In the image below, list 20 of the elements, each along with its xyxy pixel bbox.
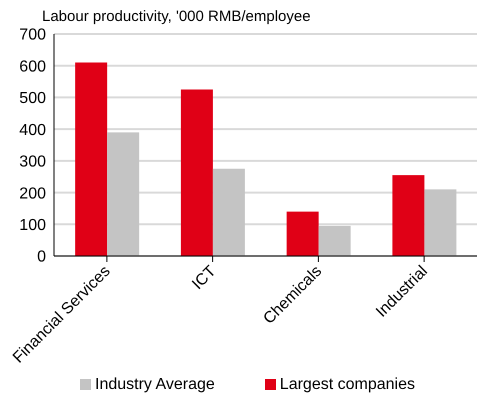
y-tick-label: 100 <box>19 216 46 234</box>
y-tick-label: 400 <box>19 122 46 139</box>
x-tick-label: ICT <box>189 262 220 294</box>
legend-label: Industry Average <box>95 376 215 393</box>
y-tick-label: 0 <box>37 248 46 266</box>
bar <box>286 212 319 256</box>
bar <box>424 189 456 256</box>
legend-label: Largest companies <box>280 376 415 393</box>
bar <box>212 168 245 256</box>
bar <box>392 175 424 256</box>
chart-title: Labour productivity, '000 RMB/employee <box>42 8 311 25</box>
y-tick-label: 600 <box>19 58 46 76</box>
bar <box>180 90 213 256</box>
y-tick-label: 300 <box>19 154 46 171</box>
bar <box>75 62 108 256</box>
y-tick-label: 500 <box>19 90 46 108</box>
y-tick-label: 700 <box>19 26 46 44</box>
y-tick-label: 200 <box>19 185 46 202</box>
bar <box>107 132 140 256</box>
bar <box>318 226 351 256</box>
